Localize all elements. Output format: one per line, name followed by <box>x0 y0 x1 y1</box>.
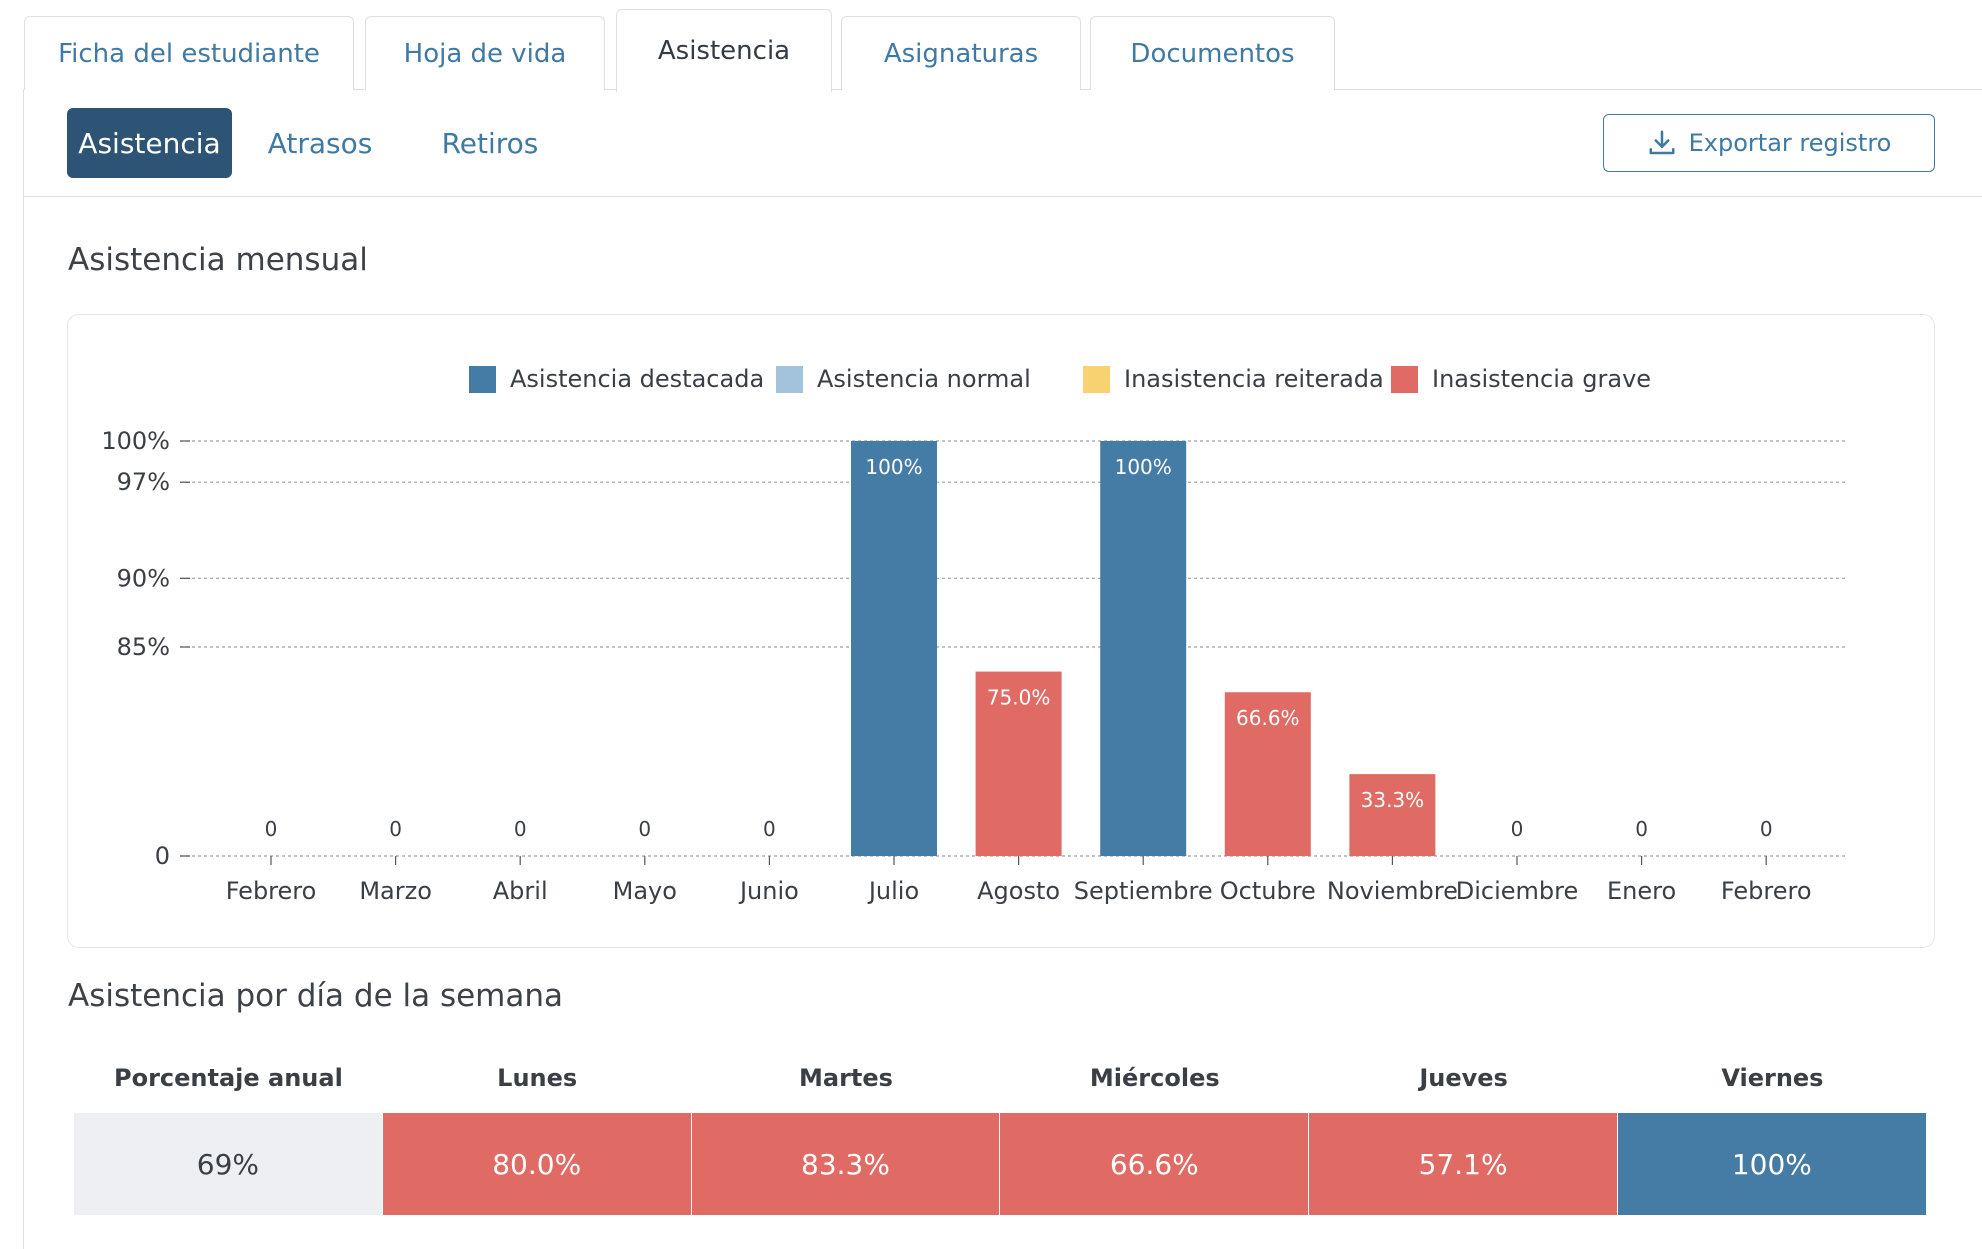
bar <box>851 441 937 856</box>
x-tick-label: Abril <box>493 877 548 905</box>
x-tick-label: Febrero <box>1721 877 1812 905</box>
x-tick-label: Enero <box>1607 877 1676 905</box>
tab-hoja-de-vida[interactable]: Hoja de vida <box>365 16 605 90</box>
data-label: 0 <box>265 817 278 841</box>
data-label: 0 <box>1760 817 1773 841</box>
data-label: 33.3% <box>1361 788 1425 812</box>
weekday-header: Martes <box>799 1064 893 1092</box>
subnav-divider <box>24 196 1982 197</box>
x-tick-label: Octubre <box>1220 877 1316 905</box>
legend-label: Asistencia normal <box>817 365 1031 393</box>
tab-asistencia[interactable]: Asistencia <box>616 9 832 92</box>
legend-item: Asistencia normal <box>776 365 1031 393</box>
tab-label: Asistencia <box>657 36 791 66</box>
tab-ficha-del-estudiante[interactable]: Ficha del estudiante <box>24 16 354 90</box>
weekday-value-cell: 69% <box>74 1113 382 1215</box>
legend-swatch <box>1083 366 1110 393</box>
weekday-value-cell: 57.1% <box>1309 1113 1617 1215</box>
data-label: 0 <box>389 817 402 841</box>
weekday-value-cell: 100% <box>1618 1113 1926 1215</box>
y-tick-label: 90% <box>117 564 170 592</box>
monthly-attendance-chart: Asistencia destacada Asistencia normal Ina… <box>101 365 1846 905</box>
weekday-header: Lunes <box>497 1064 578 1092</box>
y-tick-label: 97% <box>117 468 170 496</box>
legend-label: Inasistencia reiterada <box>1124 365 1384 393</box>
x-tick-label: Mayo <box>613 877 677 905</box>
subnav-atrasos[interactable]: Atrasos <box>267 126 373 160</box>
y-tick-label: 0 <box>155 842 170 870</box>
data-label: 75.0% <box>987 686 1051 710</box>
bar <box>1100 441 1187 856</box>
data-label: 0 <box>1635 817 1648 841</box>
x-tick-label: Diciembre <box>1456 877 1579 905</box>
x-tick-label: Marzo <box>359 877 432 905</box>
weekday-header: Miércoles <box>1089 1064 1220 1092</box>
data-label: 66.6% <box>1236 706 1300 730</box>
data-label: 100% <box>865 455 922 479</box>
export-button[interactable]: Exportar registro <box>1603 114 1935 172</box>
legend-swatch <box>776 366 803 393</box>
tab-label: Documentos <box>1130 38 1295 69</box>
x-tick-label: Julio <box>867 877 919 905</box>
x-tick-label: Septiembre <box>1074 877 1213 905</box>
weekday-value-cell: 66.6% <box>1000 1113 1309 1215</box>
x-tick-label: Noviembre <box>1327 877 1458 905</box>
download-icon <box>1649 130 1675 155</box>
legend-item: Inasistencia grave <box>1391 365 1651 393</box>
monthly-chart-card: Asistencia destacada Asistencia normal Ina… <box>67 314 1935 948</box>
x-tick-label: Febrero <box>226 877 317 905</box>
data-label: 0 <box>763 817 776 841</box>
subnav-asistencia[interactable]: Asistencia <box>67 108 232 178</box>
bar <box>1224 692 1311 856</box>
weekday-header: Jueves <box>1419 1064 1508 1092</box>
tab-label: Asignaturas <box>883 38 1039 69</box>
bar <box>1349 774 1436 856</box>
weekday-title: Asistencia por día de la semana <box>68 978 564 1014</box>
tab-label: Ficha del estudiante <box>58 38 320 69</box>
weekday-value-cell: 80.0% <box>382 1113 691 1215</box>
weekday-value-cell: 83.3% <box>691 1113 1000 1215</box>
y-tick-label: 100% <box>101 427 170 455</box>
weekday-header: Viernes <box>1721 1064 1824 1092</box>
legend-swatch <box>469 366 496 393</box>
data-label: 100% <box>1115 455 1172 479</box>
data-label: 0 <box>638 817 651 841</box>
legend-label: Inasistencia grave <box>1432 365 1651 393</box>
y-tick-label: 85% <box>117 633 170 661</box>
data-label: 0 <box>514 817 527 841</box>
x-tick-label: Junio <box>738 877 799 905</box>
legend-swatch <box>1391 366 1418 393</box>
x-tick-label: Agosto <box>977 877 1060 905</box>
export-label: Exportar registro <box>1688 129 1892 157</box>
main-tabs: Ficha del estudiante Hoja de vida Asiste… <box>24 0 1982 92</box>
legend-label: Asistencia destacada <box>510 365 764 393</box>
monthly-title: Asistencia mensual <box>68 242 368 278</box>
bar <box>975 671 1062 856</box>
data-label: 0 <box>1511 817 1524 841</box>
tab-asignaturas[interactable]: Asignaturas <box>841 16 1081 90</box>
weekday-header: Porcentaje anual <box>113 1064 343 1092</box>
tab-documentos[interactable]: Documentos <box>1090 16 1335 90</box>
legend-item: Inasistencia reiterada <box>1083 365 1384 393</box>
legend-item: Asistencia destacada <box>469 365 764 393</box>
tab-label: Hoja de vida <box>403 38 567 69</box>
subnav-retiros[interactable]: Retiros <box>441 126 539 160</box>
